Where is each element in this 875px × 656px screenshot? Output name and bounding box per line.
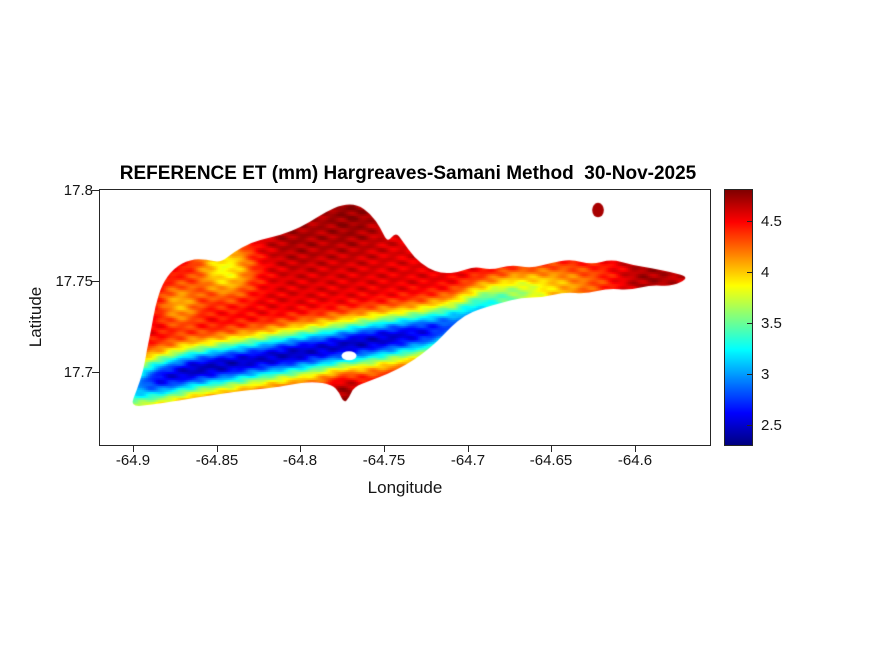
colorbar-tick-label: 3 — [761, 366, 770, 383]
y-tick-label: 17.7 — [63, 364, 93, 381]
x-tick-mark — [468, 446, 469, 452]
x-tick-label: -64.65 — [529, 452, 573, 469]
x-tick-mark — [133, 446, 134, 452]
y-tick-mark — [92, 281, 99, 282]
x-tick-label: -64.6 — [617, 452, 653, 469]
y-tick-mark — [92, 190, 99, 191]
colorbar-tick-label: 4 — [761, 264, 770, 281]
x-tick-mark — [217, 446, 218, 452]
colorbar-tick-label: 2.5 — [761, 417, 782, 434]
colorbar-tick-mark — [747, 374, 753, 375]
colorbar-tick-label: 3.5 — [761, 315, 782, 332]
colorbar-tick-mark — [747, 272, 753, 273]
x-tick-mark — [635, 446, 636, 452]
colorbar-tick-mark — [747, 221, 753, 222]
colorbar-tick-mark — [747, 425, 753, 426]
x-tick-label: -64.7 — [450, 452, 486, 469]
x-tick-label: -64.9 — [115, 452, 151, 469]
colorbar-tick-label: 4.5 — [761, 213, 782, 230]
x-tick-mark — [384, 446, 385, 452]
y-tick-mark — [92, 372, 99, 373]
x-tick-mark — [300, 446, 301, 452]
colorbar-tick-mark — [747, 323, 753, 324]
y-tick-label: 17.75 — [55, 273, 93, 290]
x-tick-mark — [551, 446, 552, 452]
x-tick-label: -64.85 — [195, 452, 239, 469]
y-axis-label: Latitude — [26, 286, 45, 348]
colorbar-gradient-canvas — [725, 190, 752, 445]
x-tick-label: -64.75 — [362, 452, 406, 469]
chart-title: REFERENCE ET (mm) Hargreaves-Samani Meth… — [119, 163, 697, 184]
plot-area — [99, 189, 711, 446]
x-axis-label: Longitude — [367, 478, 443, 497]
et-heatmap-canvas — [100, 190, 710, 445]
y-tick-label: 17.8 — [63, 182, 93, 199]
colorbar — [724, 189, 753, 446]
x-tick-label: -64.8 — [282, 452, 318, 469]
